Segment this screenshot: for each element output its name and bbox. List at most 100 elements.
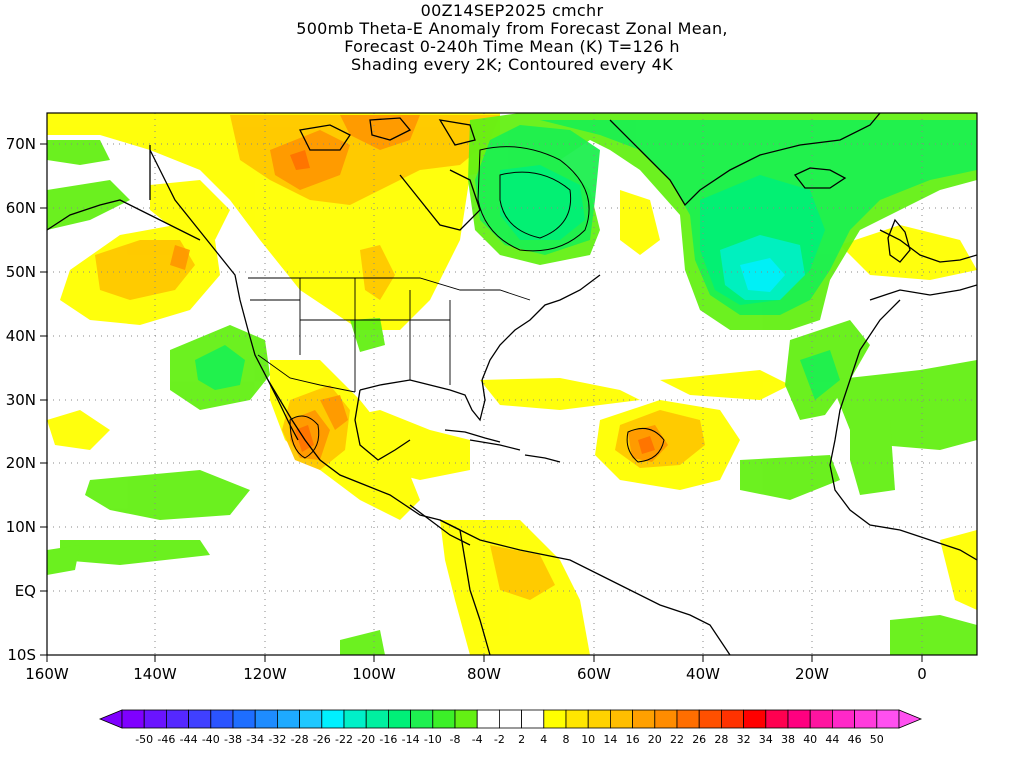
colorbar-label: 8 [563,733,570,746]
colorbar-swatch [343,709,367,729]
colorbar-label: 40 [803,733,817,746]
colorbar-label: 16 [626,733,640,746]
colorbar [98,709,923,729]
title-shading: Shading every 2K; Contoured every 4K [351,55,673,74]
colorbar-swatch [832,709,856,729]
colorbar-label: -46 [157,733,175,746]
colorbar-swatch [876,709,900,729]
lat-label: 10N [6,518,36,536]
colorbar-label: -32 [268,733,286,746]
axis-ticks [40,143,923,662]
colorbar-swatch [387,709,411,729]
colorbar-arrow-right [898,709,923,729]
colorbar-swatch [254,709,278,729]
lat-label: 40N [6,327,36,345]
colorbar-swatch [854,709,878,729]
colorbar-swatch [232,709,256,729]
colorbar-label: -34 [246,733,264,746]
title-block: 00Z14SEP2025 cmchr 500mb Theta-E Anomaly… [0,2,1024,74]
colorbar-label: -40 [202,733,220,746]
colorbar-swatch [610,709,634,729]
colorbar-swatch [143,709,167,729]
colorbar-label: -10 [424,733,442,746]
title-date-model: 00Z14SEP2025 cmchr [420,1,604,20]
colorbar-arrow-left [98,709,123,729]
colorbar-swatch [498,709,522,729]
lon-label: 140W [133,665,177,683]
colorbar-swatch [476,709,500,729]
lat-label: EQ [15,582,36,600]
colorbar-label: 38 [781,733,795,746]
map-frame [46,112,978,656]
colorbar-swatch [787,709,811,729]
colorbar-swatch [809,709,833,729]
colorbar-label: -4 [472,733,483,746]
colorbar-label: -26 [313,733,331,746]
lon-label: 80W [467,665,501,683]
coastlines [47,113,977,655]
longitude-labels: 160W 140W 120W 100W 80W 60W 40W 20W 0 [25,665,927,683]
colorbar-swatch [188,709,212,729]
lon-label: 100W [352,665,396,683]
colorbar-swatch [165,709,189,729]
colorbar-label: -44 [180,733,198,746]
lon-label: 20W [795,665,829,683]
colorbar-swatch [410,709,434,729]
anomaly-shading [47,113,977,655]
colorbar-swatch [743,709,767,729]
colorbar-label: 22 [670,733,684,746]
colorbar-label: -20 [357,733,375,746]
colorbar-label: 28 [714,733,728,746]
colorbar-label: -28 [291,733,309,746]
colorbar-label: 50 [870,733,884,746]
colorbar-label: -8 [450,733,461,746]
colorbar-label: 20 [648,733,662,746]
lat-lon-grid [47,113,977,655]
colorbar-swatch [587,709,611,729]
colorbar-swatch [299,709,323,729]
colorbar-swatch [454,709,478,729]
lat-label: 50N [6,263,36,281]
colorbar-label: 26 [692,733,706,746]
colorbar-label: 10 [581,733,595,746]
colorbar-swatch [121,709,145,729]
colorbar-swatch [321,709,345,729]
anomaly-contours [289,146,665,463]
colorbar-label: 44 [825,733,839,746]
colorbar-swatch [365,709,389,729]
colorbar-labels: -50 -46 -44 -40 -38 -34 -32 -28 -26 -22 -20 -16 -14-… [135,733,884,746]
colorbar-swatch [432,709,456,729]
colorbar-label: -38 [224,733,242,746]
colorbar-label: -16 [379,733,397,746]
colorbar-swatch [632,709,656,729]
country-borders [248,277,531,393]
colorbar-swatch [565,709,589,729]
lon-label: 160W [25,665,69,683]
lat-label: 70N [6,135,36,153]
title-forecast: Forecast 0-240h Time Mean (K) T=126 h [344,37,680,56]
colorbar-swatch [654,709,678,729]
colorbar-swatch [698,709,722,729]
colorbar-swatch [676,709,700,729]
lon-label: 120W [243,665,287,683]
lon-label: 40W [686,665,720,683]
colorbar-swatch [276,709,300,729]
colorbar-label: -2 [494,733,505,746]
lat-label: 20N [6,454,36,472]
colorbar-swatch [521,709,545,729]
colorbar-label: 4 [540,733,547,746]
colorbar-label: 14 [603,733,617,746]
latitude-labels: 10S EQ 10N 20N 30N 40N 50N 60N 70N [6,135,36,664]
colorbar-label: -22 [335,733,353,746]
lat-label: 10S [7,646,36,664]
lat-label: 60N [6,199,36,217]
colorbar-swatch [543,709,567,729]
lon-label: 60W [577,665,611,683]
lat-label: 30N [6,391,36,409]
colorbar-label: 34 [759,733,773,746]
lon-label: 0 [917,665,927,683]
colorbar-label: 2 [518,733,525,746]
colorbar-swatch [765,709,789,729]
colorbar-swatch [210,709,234,729]
